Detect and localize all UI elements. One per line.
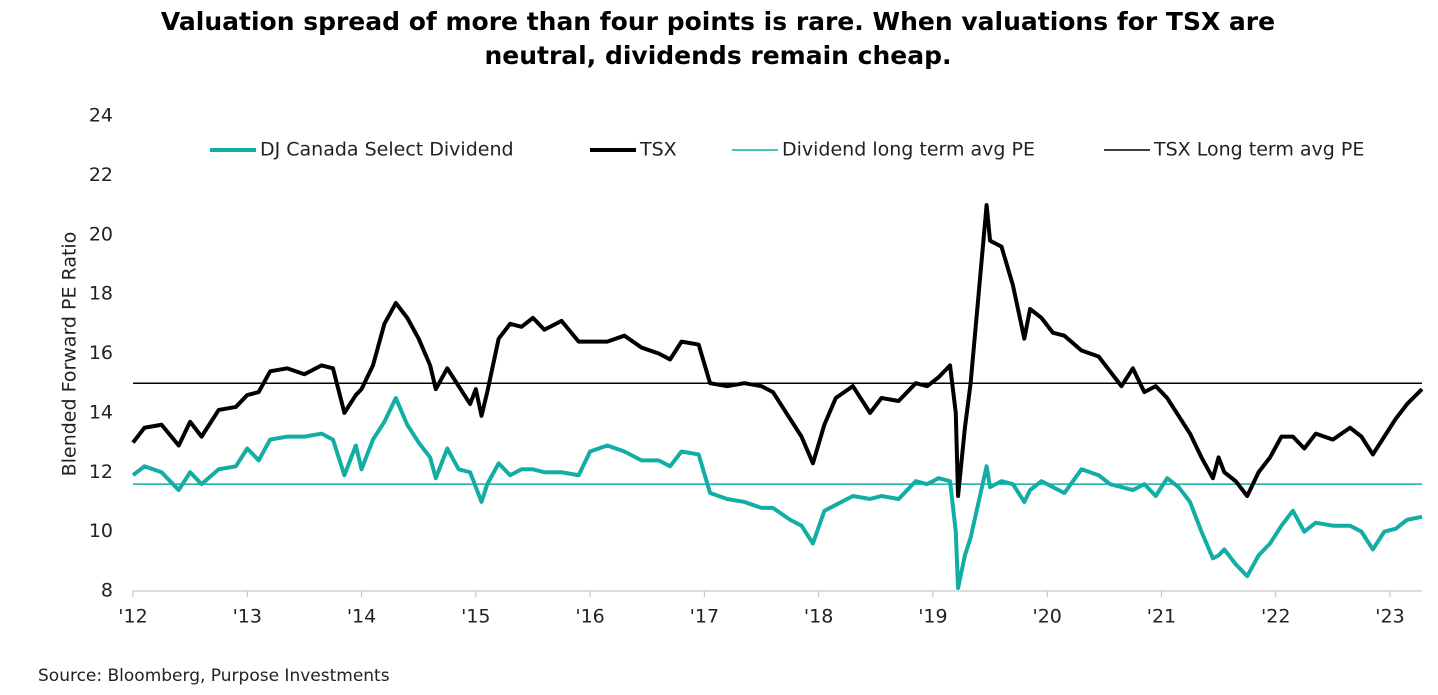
chart-title-line: Valuation spread of more than four point… — [161, 7, 1275, 36]
x-tick-label: '16 — [575, 606, 604, 628]
x-tick-label: '19 — [918, 606, 947, 628]
x-tick-label: '14 — [347, 606, 376, 628]
x-tick-label: '22 — [1261, 606, 1290, 628]
y-axis-label: Blended Forward PE Ratio — [59, 232, 81, 477]
y-tick-label: 24 — [89, 105, 113, 127]
y-tick-label: 14 — [89, 401, 113, 423]
x-tick-label: '23 — [1375, 606, 1404, 628]
y-tick-label: 22 — [89, 164, 113, 186]
x-tick-label: '21 — [1147, 606, 1176, 628]
y-tick-label: 10 — [89, 520, 113, 542]
y-tick-label: 16 — [89, 342, 113, 364]
chart-title-line: neutral, dividends remain cheap. — [484, 41, 951, 70]
legend-label: DJ Canada Select Dividend — [260, 139, 514, 161]
y-tick-label: 8 — [101, 580, 113, 602]
x-tick-label: '15 — [461, 606, 490, 628]
y-tick-label: 20 — [89, 223, 113, 245]
legend-label: TSX Long term avg PE — [1153, 139, 1364, 161]
legend-label: Dividend long term avg PE — [782, 139, 1035, 161]
series-line — [131, 396, 1423, 591]
series-line — [131, 203, 1424, 498]
x-tick-label: '12 — [118, 606, 147, 628]
legend-label: TSX — [639, 139, 677, 161]
y-tick-label: 12 — [89, 461, 113, 483]
x-tick-label: '13 — [233, 606, 262, 628]
y-tick-label: 18 — [89, 283, 113, 305]
x-tick-label: '18 — [804, 606, 833, 628]
x-tick-label: '17 — [690, 606, 719, 628]
x-tick-label: '20 — [1032, 606, 1061, 628]
source-note: Source: Bloomberg, Purpose Investments — [38, 666, 390, 686]
